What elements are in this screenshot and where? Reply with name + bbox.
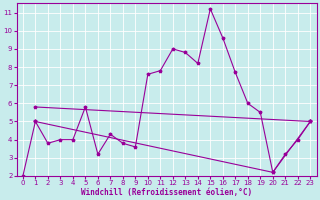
X-axis label: Windchill (Refroidissement éolien,°C): Windchill (Refroidissement éolien,°C) <box>81 188 252 197</box>
